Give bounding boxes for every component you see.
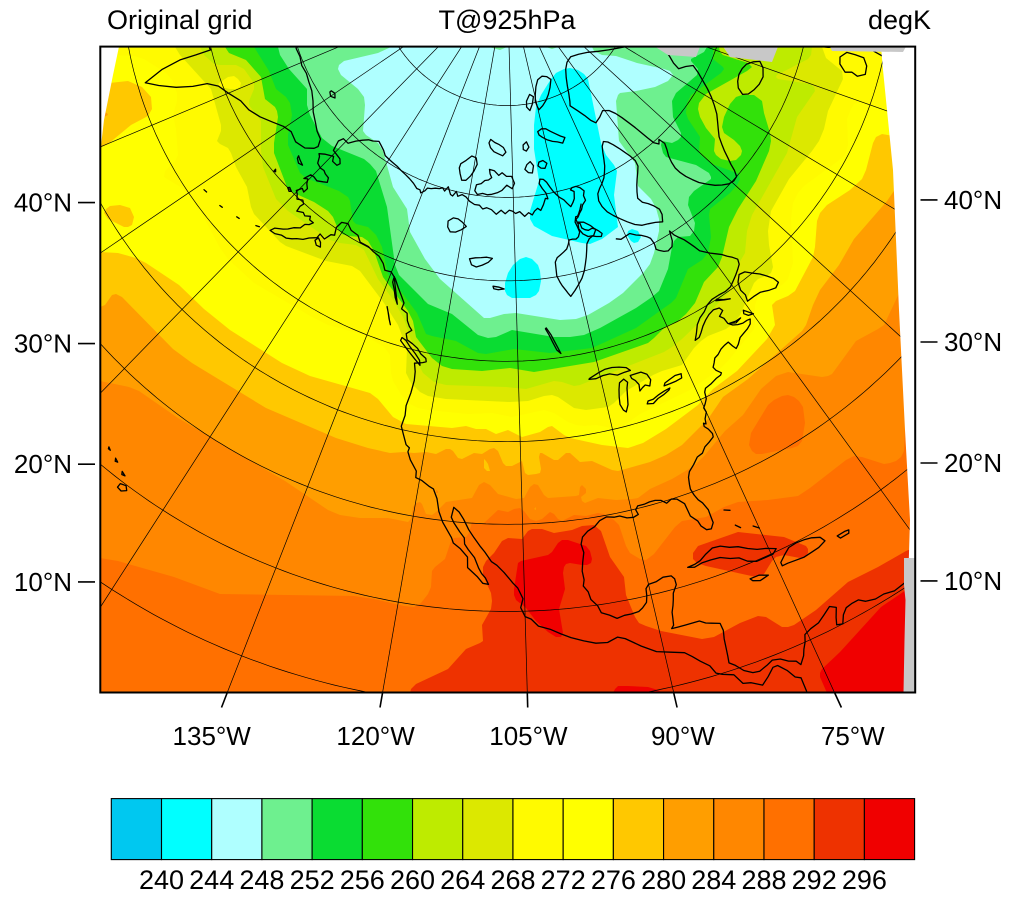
svg-text:276: 276 (591, 865, 636, 895)
svg-text:135°W: 135°W (173, 721, 252, 751)
svg-text:272: 272 (541, 865, 586, 895)
svg-text:20°N: 20°N (14, 449, 72, 479)
svg-text:T@925hPa: T@925hPa (439, 5, 577, 35)
svg-text:40°N: 40°N (944, 185, 1002, 215)
svg-text:260: 260 (390, 865, 435, 895)
svg-text:degK: degK (868, 5, 931, 35)
svg-text:280: 280 (641, 865, 686, 895)
svg-text:10°N: 10°N (944, 566, 1002, 596)
svg-text:90°W: 90°W (651, 721, 715, 751)
svg-text:268: 268 (490, 865, 535, 895)
svg-text:105°W: 105°W (489, 721, 568, 751)
svg-text:256: 256 (340, 865, 385, 895)
svg-text:284: 284 (691, 865, 736, 895)
svg-text:264: 264 (440, 865, 485, 895)
svg-text:75°W: 75°W (821, 721, 885, 751)
svg-text:240: 240 (139, 865, 184, 895)
svg-text:40°N: 40°N (14, 188, 72, 218)
svg-text:120°W: 120°W (336, 721, 415, 751)
svg-text:30°N: 30°N (14, 329, 72, 359)
svg-text:252: 252 (290, 865, 335, 895)
svg-text:244: 244 (189, 865, 234, 895)
svg-text:Original grid: Original grid (107, 5, 253, 35)
svg-text:10°N: 10°N (14, 567, 72, 597)
svg-text:20°N: 20°N (944, 448, 1002, 478)
svg-text:288: 288 (741, 865, 786, 895)
svg-text:292: 292 (792, 865, 837, 895)
svg-text:248: 248 (239, 865, 284, 895)
svg-text:30°N: 30°N (944, 327, 1002, 357)
svg-text:296: 296 (842, 865, 887, 895)
